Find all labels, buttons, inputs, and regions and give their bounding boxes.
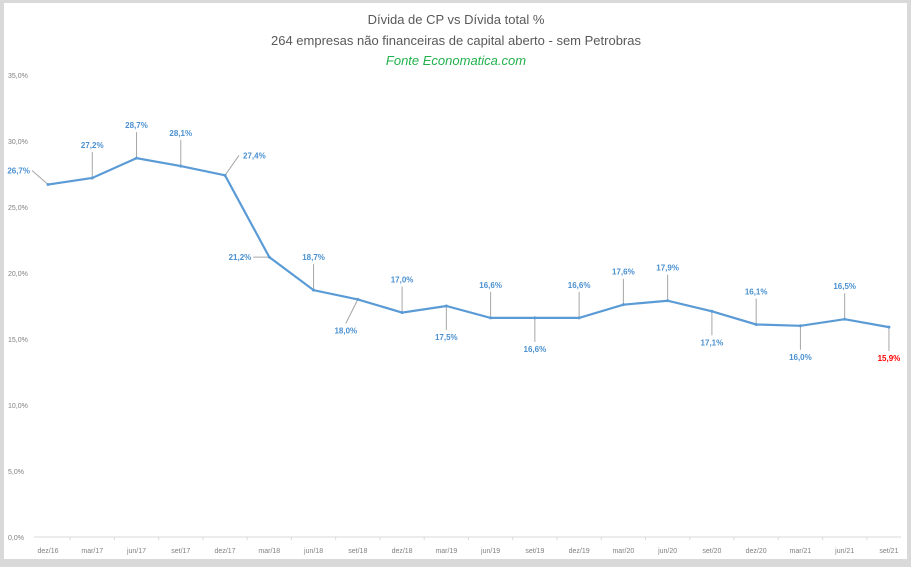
data-label: 17,1% — [701, 338, 724, 347]
data-label: 18,7% — [302, 253, 325, 262]
x-tick-label: dez/19 — [569, 548, 590, 555]
data-point — [621, 303, 625, 307]
x-tick-label: set/20 — [702, 548, 721, 555]
line-chart: Dívida de CP vs Dívida total % 264 empre… — [7, 12, 901, 555]
x-tick-label: jun/18 — [303, 548, 323, 555]
data-point — [312, 288, 316, 292]
data-label: 16,5% — [833, 282, 856, 291]
y-tick-label: 30,0% — [8, 139, 28, 146]
data-label: 15,9% — [878, 354, 901, 363]
y-tick-label: 25,0% — [8, 205, 28, 212]
x-tick-label: jun/17 — [126, 548, 146, 555]
x-tick-label: mar/19 — [435, 548, 457, 555]
data-label: 26,7% — [7, 167, 30, 176]
x-tick-label: dez/17 — [215, 548, 236, 555]
x-tick-label: jun/20 — [657, 548, 677, 555]
data-label: 27,4% — [243, 151, 266, 160]
data-label: 27,2% — [81, 141, 104, 150]
data-line — [47, 157, 890, 329]
x-tick-label: set/18 — [348, 548, 367, 555]
data-label: 18,0% — [334, 326, 357, 335]
y-tick-label: 10,0% — [8, 403, 28, 410]
data-point — [489, 316, 493, 320]
data-point — [754, 322, 758, 326]
x-tick-label: mar/20 — [612, 548, 634, 555]
data-point — [135, 156, 139, 160]
data-label: 17,0% — [391, 276, 414, 285]
x-tick-label: jun/21 — [834, 548, 854, 555]
leader-line — [345, 299, 359, 324]
x-tick-label: mar/18 — [258, 548, 280, 555]
x-tick-label: set/21 — [879, 548, 898, 555]
y-tick-label: 5,0% — [8, 469, 24, 476]
data-point — [356, 297, 360, 301]
data-point — [400, 311, 404, 315]
x-tick-label: set/19 — [525, 548, 544, 555]
data-point — [179, 164, 183, 168]
data-point — [223, 173, 227, 177]
data-point — [444, 304, 448, 308]
data-label: 21,2% — [229, 253, 252, 262]
data-point — [90, 176, 94, 180]
data-point — [710, 309, 714, 313]
data-label: 28,7% — [125, 121, 148, 130]
y-tick-label: 15,0% — [8, 337, 28, 344]
data-point — [887, 325, 891, 329]
leader-line — [224, 155, 240, 176]
data-point — [533, 316, 537, 320]
y-tick-label: 20,0% — [8, 271, 28, 278]
x-tick-label: jun/19 — [480, 548, 500, 555]
x-tick-label: set/17 — [171, 548, 190, 555]
chart-subtitle: 264 empresas não financeiras de capital … — [271, 33, 641, 48]
data-point — [46, 183, 50, 187]
x-tick-label: dez/16 — [37, 548, 58, 555]
data-label: 16,6% — [524, 345, 547, 354]
data-point — [577, 316, 581, 320]
data-point — [843, 317, 847, 321]
chart-source: Fonte Economatica.com — [386, 53, 526, 68]
chart-title: Dívida de CP vs Dívida total % — [368, 12, 545, 27]
data-label: 17,6% — [612, 268, 635, 277]
data-label: 28,1% — [169, 129, 192, 138]
x-tick-label: dez/20 — [746, 548, 767, 555]
data-point — [798, 324, 802, 328]
data-label: 16,6% — [479, 281, 502, 290]
data-label: 17,5% — [435, 333, 458, 342]
x-tick-label: mar/21 — [790, 548, 812, 555]
y-tick-label: 0,0% — [8, 535, 24, 542]
data-label: 17,9% — [656, 264, 679, 273]
data-label: 16,1% — [745, 287, 768, 296]
y-tick-label: 35,0% — [8, 73, 28, 80]
data-label: 16,6% — [568, 281, 591, 290]
data-label: 16,0% — [789, 353, 812, 362]
x-tick-label: dez/18 — [392, 548, 413, 555]
chart-frame: Dívida de CP vs Dívida total % 264 empre… — [4, 3, 907, 559]
x-tick-label: mar/17 — [81, 548, 103, 555]
data-point — [666, 299, 670, 303]
data-point — [267, 255, 271, 259]
leader-line — [31, 170, 49, 185]
